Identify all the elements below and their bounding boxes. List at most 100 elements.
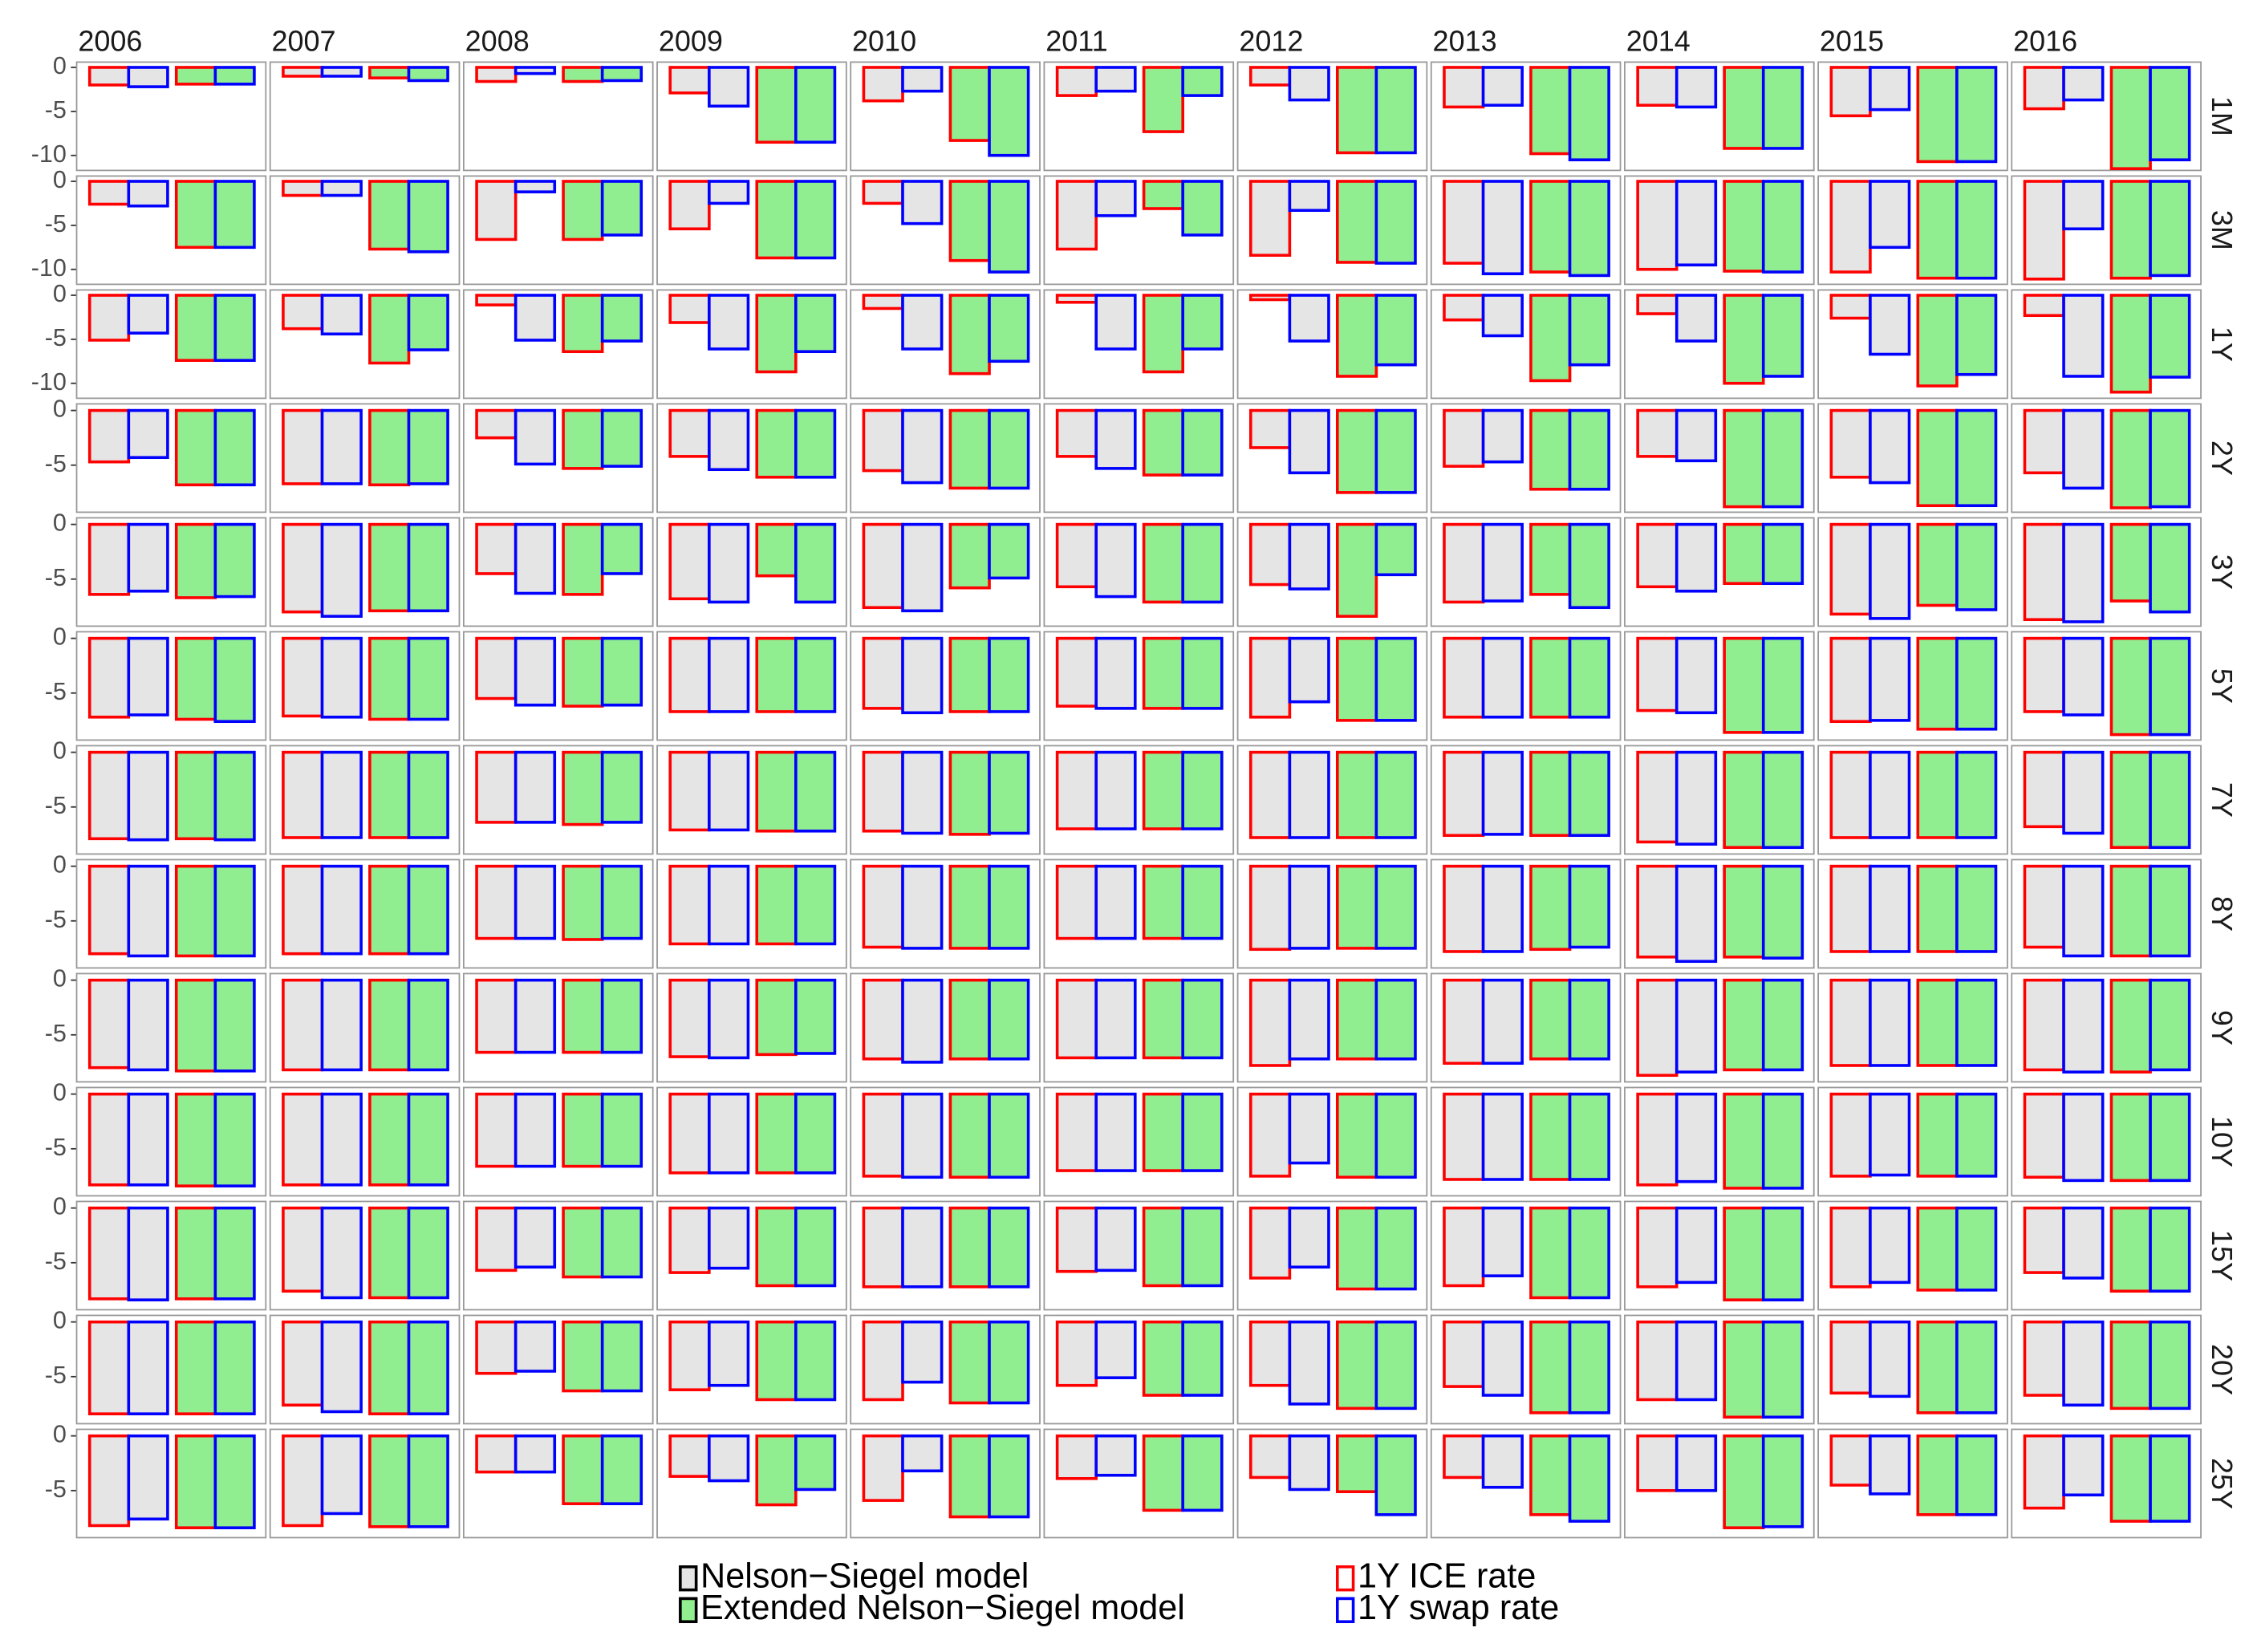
legend-label: 1Y swap rate [1358, 1589, 1559, 1627]
bar [1636, 294, 1679, 315]
bar [1335, 1320, 1378, 1410]
bar [2062, 408, 2105, 490]
bar [2023, 294, 2065, 318]
bar [174, 408, 217, 487]
bar [514, 978, 557, 1054]
bar [668, 294, 711, 324]
bar [475, 1206, 518, 1272]
bar [1723, 180, 1765, 273]
y-tick-label: -10 [31, 368, 67, 396]
bar [320, 1434, 363, 1516]
bar [475, 522, 518, 575]
bar [600, 180, 643, 237]
bar [794, 408, 837, 479]
bar [1955, 978, 1998, 1067]
row-label: 2Y [2206, 440, 2239, 476]
bar [282, 864, 324, 956]
bar [1761, 66, 1804, 150]
bar [87, 1206, 131, 1301]
bar [901, 522, 944, 613]
bar [1955, 1434, 1998, 1516]
bar [794, 636, 837, 713]
bar [1955, 180, 1998, 280]
bar [794, 1206, 837, 1288]
bar [1335, 750, 1378, 839]
bar [708, 1206, 750, 1270]
bar [407, 1434, 449, 1528]
bar [127, 1206, 169, 1301]
bar [1675, 978, 1718, 1074]
bar [127, 1092, 169, 1187]
legend-key [679, 1597, 698, 1624]
bar [1916, 66, 1959, 164]
bar [213, 750, 256, 842]
bar [1335, 1206, 1378, 1291]
bar [1094, 1320, 1137, 1379]
bar [1443, 1434, 1485, 1479]
bar [320, 1320, 363, 1414]
bar [1636, 522, 1679, 589]
y-tick-label: 0 [53, 280, 67, 307]
bar [901, 1320, 944, 1384]
bar [282, 1320, 324, 1407]
bar [213, 864, 256, 958]
row-label: 15Y [2206, 1230, 2239, 1281]
bar [127, 864, 169, 958]
bar [87, 66, 131, 87]
legend-label: Nelson−Siegel model [700, 1557, 1029, 1596]
bar [1055, 408, 1098, 458]
y-tick-label: 0 [53, 737, 67, 765]
bar [174, 1320, 217, 1415]
legend-key [1335, 1565, 1355, 1592]
bar [320, 522, 363, 618]
bar [475, 408, 518, 440]
bar [1481, 522, 1524, 603]
bar [1761, 408, 1804, 509]
bar [1094, 1434, 1137, 1477]
bar [901, 180, 944, 225]
bar [1529, 522, 1572, 596]
bar [87, 1434, 131, 1528]
bar [2149, 66, 2191, 162]
bar [1094, 1206, 1137, 1272]
row-label: 20Y [2206, 1344, 2239, 1395]
y-tick-label: -5 [45, 210, 67, 237]
bar [1374, 522, 1417, 577]
bar [213, 1206, 256, 1301]
bar [1481, 1092, 1524, 1181]
bar [1481, 408, 1524, 464]
bar [1636, 750, 1679, 844]
bar [862, 66, 904, 103]
bar [708, 750, 750, 832]
bar [475, 1434, 518, 1474]
bar [1568, 180, 1610, 278]
bar [862, 978, 904, 1061]
bar [1636, 408, 1679, 458]
bar [1374, 1320, 1417, 1410]
y-tick-label: -5 [45, 1475, 67, 1503]
bar [2023, 522, 2065, 622]
bar [948, 1434, 991, 1519]
bar [1869, 294, 1911, 356]
bar [1723, 1092, 1765, 1190]
bar [1055, 1092, 1098, 1172]
bar [988, 180, 1030, 274]
bar [948, 66, 991, 142]
bar [2149, 864, 2191, 958]
bar [368, 522, 411, 613]
bar [475, 636, 518, 700]
bar [1916, 978, 1959, 1067]
bar [1142, 636, 1184, 710]
bar [475, 864, 518, 940]
bar [708, 180, 750, 205]
row-label: 1M [2206, 96, 2239, 136]
bar [948, 1092, 991, 1179]
bar [988, 1434, 1030, 1519]
bar [600, 1092, 643, 1168]
bar [87, 1092, 131, 1187]
bar [1869, 66, 1911, 112]
bar [2149, 1434, 2191, 1523]
bar [668, 864, 711, 946]
bar [901, 1434, 944, 1473]
bar [1142, 750, 1184, 830]
